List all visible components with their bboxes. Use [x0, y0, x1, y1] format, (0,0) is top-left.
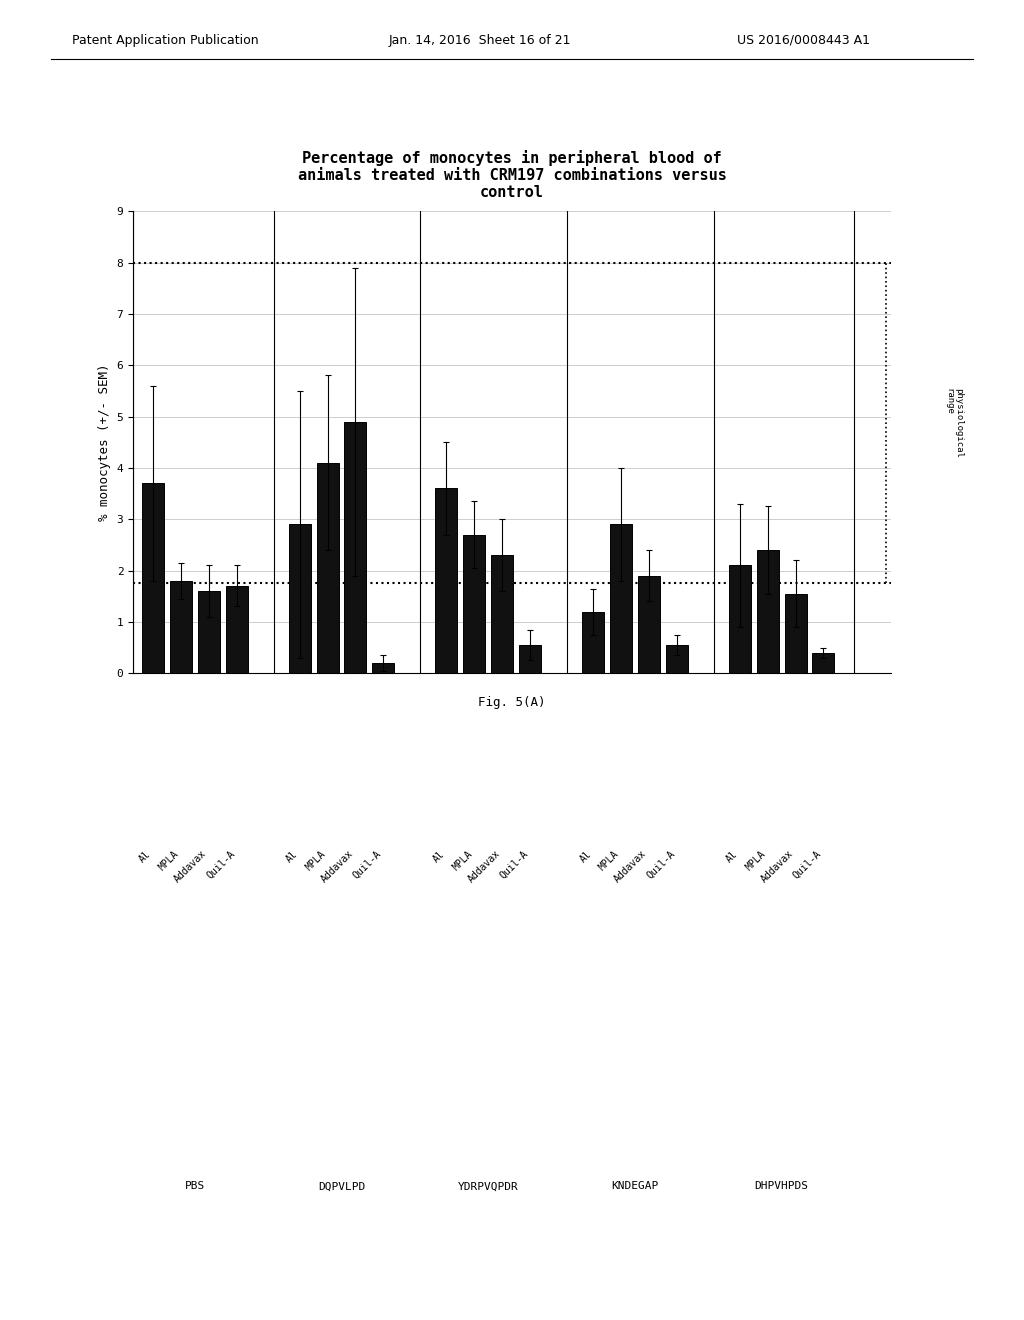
Text: US 2016/0008443 A1: US 2016/0008443 A1 — [737, 33, 870, 46]
Bar — [225, 586, 248, 673]
Text: Addavax: Addavax — [760, 849, 796, 884]
Text: Quil-A: Quil-A — [498, 849, 530, 880]
Text: Al: Al — [431, 849, 446, 865]
Text: physiological
range: physiological range — [944, 388, 964, 458]
Bar — [316, 463, 339, 673]
Text: Al: Al — [137, 849, 153, 865]
Text: Quil-A: Quil-A — [792, 849, 823, 880]
Bar — [373, 663, 394, 673]
Text: KNDEGAP: KNDEGAP — [611, 1181, 658, 1192]
Text: DQPVLPD: DQPVLPD — [317, 1181, 366, 1192]
Text: Quil-A: Quil-A — [205, 849, 237, 880]
Text: Addavax: Addavax — [172, 849, 209, 884]
Bar — [142, 483, 164, 673]
Text: Jan. 14, 2016  Sheet 16 of 21: Jan. 14, 2016 Sheet 16 of 21 — [389, 33, 571, 46]
Bar — [519, 645, 541, 673]
Text: Addavax: Addavax — [466, 849, 502, 884]
Bar — [435, 488, 458, 673]
Title: Percentage of monocytes in peripheral blood of
animals treated with CRM197 combi: Percentage of monocytes in peripheral bl… — [298, 149, 726, 201]
Text: MPLA: MPLA — [304, 849, 328, 873]
Bar — [582, 611, 604, 673]
Text: Al: Al — [578, 849, 593, 865]
Bar — [812, 652, 835, 673]
Text: MPLA: MPLA — [744, 849, 768, 873]
Bar — [784, 594, 807, 673]
Bar — [289, 524, 310, 673]
Text: MPLA: MPLA — [451, 849, 474, 873]
Text: Quil-A: Quil-A — [351, 849, 383, 880]
Text: Fig. 5(A): Fig. 5(A) — [478, 696, 546, 709]
Text: PBS: PBS — [184, 1181, 205, 1192]
Text: YDRPVQPDR: YDRPVQPDR — [458, 1181, 518, 1192]
Text: Addavax: Addavax — [612, 849, 649, 884]
Bar — [170, 581, 191, 673]
Bar — [638, 576, 659, 673]
Text: Al: Al — [285, 849, 300, 865]
Bar — [757, 550, 778, 673]
Bar — [492, 556, 513, 673]
Text: MPLA: MPLA — [157, 849, 181, 873]
Text: MPLA: MPLA — [597, 849, 621, 873]
Bar — [729, 565, 751, 673]
Bar — [463, 535, 485, 673]
Text: Addavax: Addavax — [319, 849, 355, 884]
Text: DHPVHPDS: DHPVHPDS — [755, 1181, 809, 1192]
Bar — [610, 524, 632, 673]
Bar — [666, 645, 688, 673]
Bar — [344, 421, 367, 673]
Text: Quil-A: Quil-A — [645, 849, 677, 880]
Text: Patent Application Publication: Patent Application Publication — [72, 33, 258, 46]
Y-axis label: % monocytes (+/- SEM): % monocytes (+/- SEM) — [98, 363, 111, 521]
Bar — [198, 591, 220, 673]
Text: Al: Al — [724, 849, 739, 865]
